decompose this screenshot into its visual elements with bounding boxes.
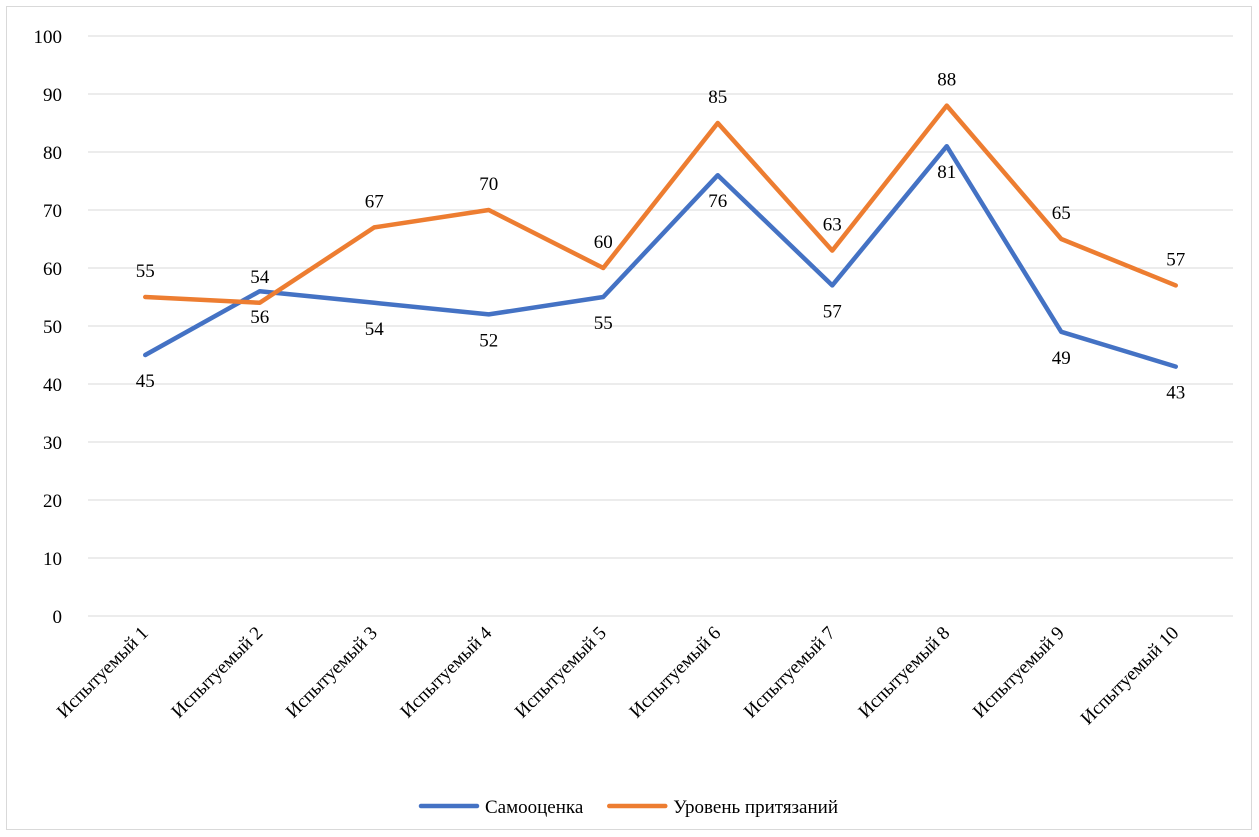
- y-tick-label: 0: [53, 607, 63, 628]
- x-tick-label: Испытуемый 1: [53, 623, 153, 723]
- x-tick-label: Испытуемый 8: [855, 623, 955, 723]
- y-tick-label: 70: [43, 201, 62, 222]
- data-label: 57: [823, 301, 842, 322]
- data-label: 45: [136, 371, 155, 392]
- gridlines: [88, 35, 1233, 617]
- legend-label: Самооценка: [485, 797, 584, 818]
- data-label: 54: [250, 267, 270, 288]
- y-tick-label: 80: [43, 143, 62, 164]
- data-label: 65: [1052, 203, 1071, 224]
- data-label: 54: [365, 319, 385, 340]
- x-tick-label: Испытуемый 6: [626, 623, 726, 723]
- chart-frame: [6, 6, 1252, 830]
- legend: Самооценка Уровень притязаний: [418, 797, 838, 818]
- series-line-1: [143, 143, 1178, 369]
- data-label: 85: [708, 87, 727, 108]
- y-tick-label: 20: [43, 491, 62, 512]
- data-label: 81: [937, 162, 956, 183]
- series-lines: [143, 103, 1178, 369]
- x-tick-label: Испытуемый 3: [282, 623, 382, 723]
- x-tick-label: Испытуемый 2: [168, 623, 268, 723]
- x-axis: Испытуемый 1 Испытуемый 2 Испытуемый 3 Испы…: [53, 622, 1183, 729]
- data-label: 56: [250, 307, 269, 328]
- data-label: 60: [594, 232, 613, 253]
- data-label: 49: [1052, 348, 1071, 369]
- y-tick-label: 90: [43, 85, 62, 106]
- x-tick-label: Испытуемый 7: [740, 623, 840, 723]
- data-label: 55: [136, 261, 155, 282]
- y-tick-label: 100: [34, 27, 63, 48]
- y-tick-label: 10: [43, 549, 62, 570]
- y-tick-label: 30: [43, 433, 62, 454]
- y-tick-label: 50: [43, 317, 62, 338]
- data-label: 63: [823, 215, 842, 236]
- data-label: 76: [708, 191, 727, 212]
- series-line-2: [143, 103, 1178, 306]
- data-label: 43: [1166, 383, 1185, 404]
- y-axis: 0 10 20 30 40 50 60 70 80 90 100: [34, 27, 63, 628]
- x-tick-label: Испытуемый 10: [1077, 623, 1183, 729]
- y-tick-label: 40: [43, 375, 62, 396]
- data-label: 55: [594, 313, 613, 334]
- legend-label: Уровень притязаний: [673, 797, 838, 818]
- x-tick-label: Испытуемый 9: [969, 623, 1069, 723]
- y-tick-label: 60: [43, 259, 62, 280]
- data-label: 57: [1166, 249, 1185, 270]
- data-label: 52: [479, 330, 498, 351]
- data-labels: 45 56 54 52 55 76 57 81 49 43 55 54 67 70 60 85 63 88 65 57: [136, 70, 1186, 404]
- x-tick-label: Испытуемый 4: [397, 622, 497, 722]
- data-label: 67: [365, 191, 384, 212]
- x-tick-label: Испытуемый 5: [511, 623, 611, 723]
- data-label: 88: [937, 70, 956, 91]
- data-label: 70: [479, 174, 498, 195]
